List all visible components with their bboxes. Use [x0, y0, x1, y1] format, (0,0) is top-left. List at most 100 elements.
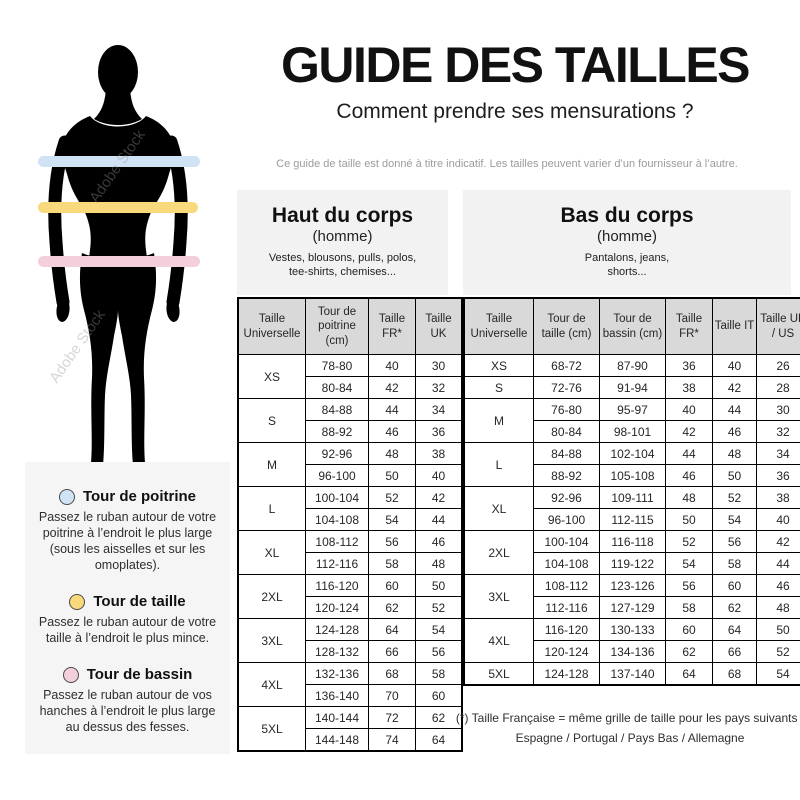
- value-cell: 102-104: [599, 442, 666, 465]
- size-cell: 4XL: [237, 662, 306, 707]
- value-cell: 120-124: [533, 640, 600, 663]
- value-cell: 84-88: [533, 442, 600, 465]
- value-cell: 58: [712, 552, 757, 575]
- value-cell: 60: [712, 574, 757, 597]
- table-row: S 72-76 91-94 38 42 28: [463, 376, 800, 399]
- column-header: Taille UK: [415, 297, 463, 355]
- value-cell: 36: [756, 464, 800, 487]
- value-cell: 100-104: [533, 530, 600, 553]
- value-cell: 92-96: [533, 486, 600, 509]
- table-row: 2XL 116-120 60 50: [237, 574, 463, 619]
- table-row: XL 108-112 56 46: [237, 530, 463, 575]
- value-cell: 32: [415, 376, 463, 399]
- column-header: Tour de poitrine (cm): [305, 297, 369, 355]
- value-cell: 34: [756, 442, 800, 465]
- table-row: 96-100 112-115 50 54 40: [464, 508, 800, 531]
- size-cell: S: [237, 398, 306, 443]
- table-row: 112-116 58 48: [238, 552, 463, 575]
- disclaimer-text: Ce guide de taille est donné à titre ind…: [276, 158, 738, 170]
- size-cell: XS: [237, 354, 306, 399]
- value-cell: 119-122: [599, 552, 666, 575]
- column-header: Tour de bassin (cm): [599, 297, 666, 355]
- value-cell: 42: [368, 376, 416, 399]
- size-cell: 2XL: [237, 574, 306, 619]
- legend-heading: Tour de taille: [25, 593, 230, 610]
- value-cell: 95-97: [599, 398, 666, 421]
- table-row: S 84-88 44 34: [237, 398, 463, 443]
- value-cell: 88-92: [533, 464, 600, 487]
- footnote-line: Espagne / Portugal / Pays Bas / Allemagn…: [515, 731, 745, 746]
- table-row: 5XL 124-128 137-140 64 68 54: [463, 662, 800, 686]
- column-header: Taille UK / US: [756, 297, 800, 355]
- size-cell: XL: [237, 530, 306, 575]
- value-cell: 54: [712, 508, 757, 531]
- value-cell: 72-76: [533, 376, 600, 399]
- column-header: Taille FR*: [665, 297, 713, 355]
- size-cell: 3XL: [237, 618, 306, 663]
- table-row: 2XL 100-104 116-118 52 56 42: [463, 530, 800, 575]
- size-cell: 3XL: [463, 574, 534, 619]
- value-cell: 130-133: [599, 618, 666, 641]
- table-row: L 100-104 52 42: [237, 486, 463, 531]
- value-cell: 74: [368, 728, 416, 752]
- value-cell: 40: [415, 464, 463, 487]
- footnote-line: (*) Taille Française = même grille de ta…: [455, 711, 800, 725]
- size-cell: M: [463, 398, 534, 443]
- table-row: 136-140 70 60: [238, 684, 463, 707]
- table-row: 80-84 42 32: [238, 376, 463, 399]
- value-cell: 124-128: [533, 662, 600, 686]
- table-row: XL 92-96 109-111 48 52 38: [463, 486, 800, 531]
- silhouette-legs: [79, 253, 157, 486]
- body-figure: Adobe Stock Adobe Stock: [5, 38, 230, 498]
- value-cell: 62: [665, 640, 713, 663]
- value-cell: 50: [665, 508, 713, 531]
- table-row: 3XL 124-128 64 54: [237, 618, 463, 663]
- value-cell: 112-115: [599, 508, 666, 531]
- upper-body-size-table: Taille Universelle Tour de poitrine (cm)…: [237, 297, 463, 752]
- legend-description: Passez le ruban autour de votre taille à…: [38, 615, 217, 645]
- table-row: 80-84 98-101 42 46 32: [464, 420, 800, 443]
- value-cell: 136-140: [305, 684, 369, 707]
- value-cell: 30: [756, 398, 800, 421]
- body-silhouette: [38, 45, 200, 486]
- value-cell: 62: [368, 596, 416, 619]
- waist-color-dot-icon: [69, 593, 86, 610]
- value-cell: 52: [665, 530, 713, 553]
- value-cell: 105-108: [599, 464, 666, 487]
- value-cell: 108-112: [305, 530, 369, 553]
- value-cell: 48: [415, 552, 463, 575]
- value-cell: 98-101: [599, 420, 666, 443]
- value-cell: 36: [665, 354, 713, 377]
- value-cell: 50: [756, 618, 800, 641]
- value-cell: 48: [756, 596, 800, 619]
- value-cell: 144-148: [305, 728, 369, 752]
- size-cell: 4XL: [463, 618, 534, 663]
- value-cell: 34: [415, 398, 463, 421]
- value-cell: 124-128: [305, 618, 369, 641]
- value-cell: 112-116: [305, 552, 369, 575]
- french-size-footnote: (*) Taille Française = même grille de ta…: [430, 708, 800, 749]
- value-cell: 68: [368, 662, 416, 685]
- value-cell: 70: [368, 684, 416, 707]
- column-header: Tour de taille (cm): [533, 297, 600, 355]
- column-header: Taille Universelle: [463, 297, 534, 355]
- value-cell: 91-94: [599, 376, 666, 399]
- value-cell: 92-96: [305, 442, 369, 465]
- table-row: L 84-88 102-104 44 48 34: [463, 442, 800, 487]
- value-cell: 132-136: [305, 662, 369, 685]
- upper-body-section-header: Haut du corps (homme) Vestes, blousons, …: [237, 190, 448, 295]
- lower-body-section-header: Bas du corps (homme) Pantalons, jeans, s…: [463, 190, 791, 295]
- value-cell: 68: [712, 662, 757, 686]
- table-header-row: Taille Universelle Tour de taille (cm) T…: [463, 297, 800, 355]
- size-cell: 5XL: [463, 662, 534, 686]
- table-row: XS 78-80 40 30: [237, 354, 463, 399]
- value-cell: 64: [665, 662, 713, 686]
- value-cell: 44: [368, 398, 416, 421]
- section-title: Bas du corps: [560, 204, 694, 227]
- size-cell: XS: [463, 354, 534, 377]
- page-title: GUIDE DES TAILLES: [280, 37, 751, 93]
- value-cell: 42: [415, 486, 463, 509]
- value-cell: 54: [665, 552, 713, 575]
- value-cell: 44: [665, 442, 713, 465]
